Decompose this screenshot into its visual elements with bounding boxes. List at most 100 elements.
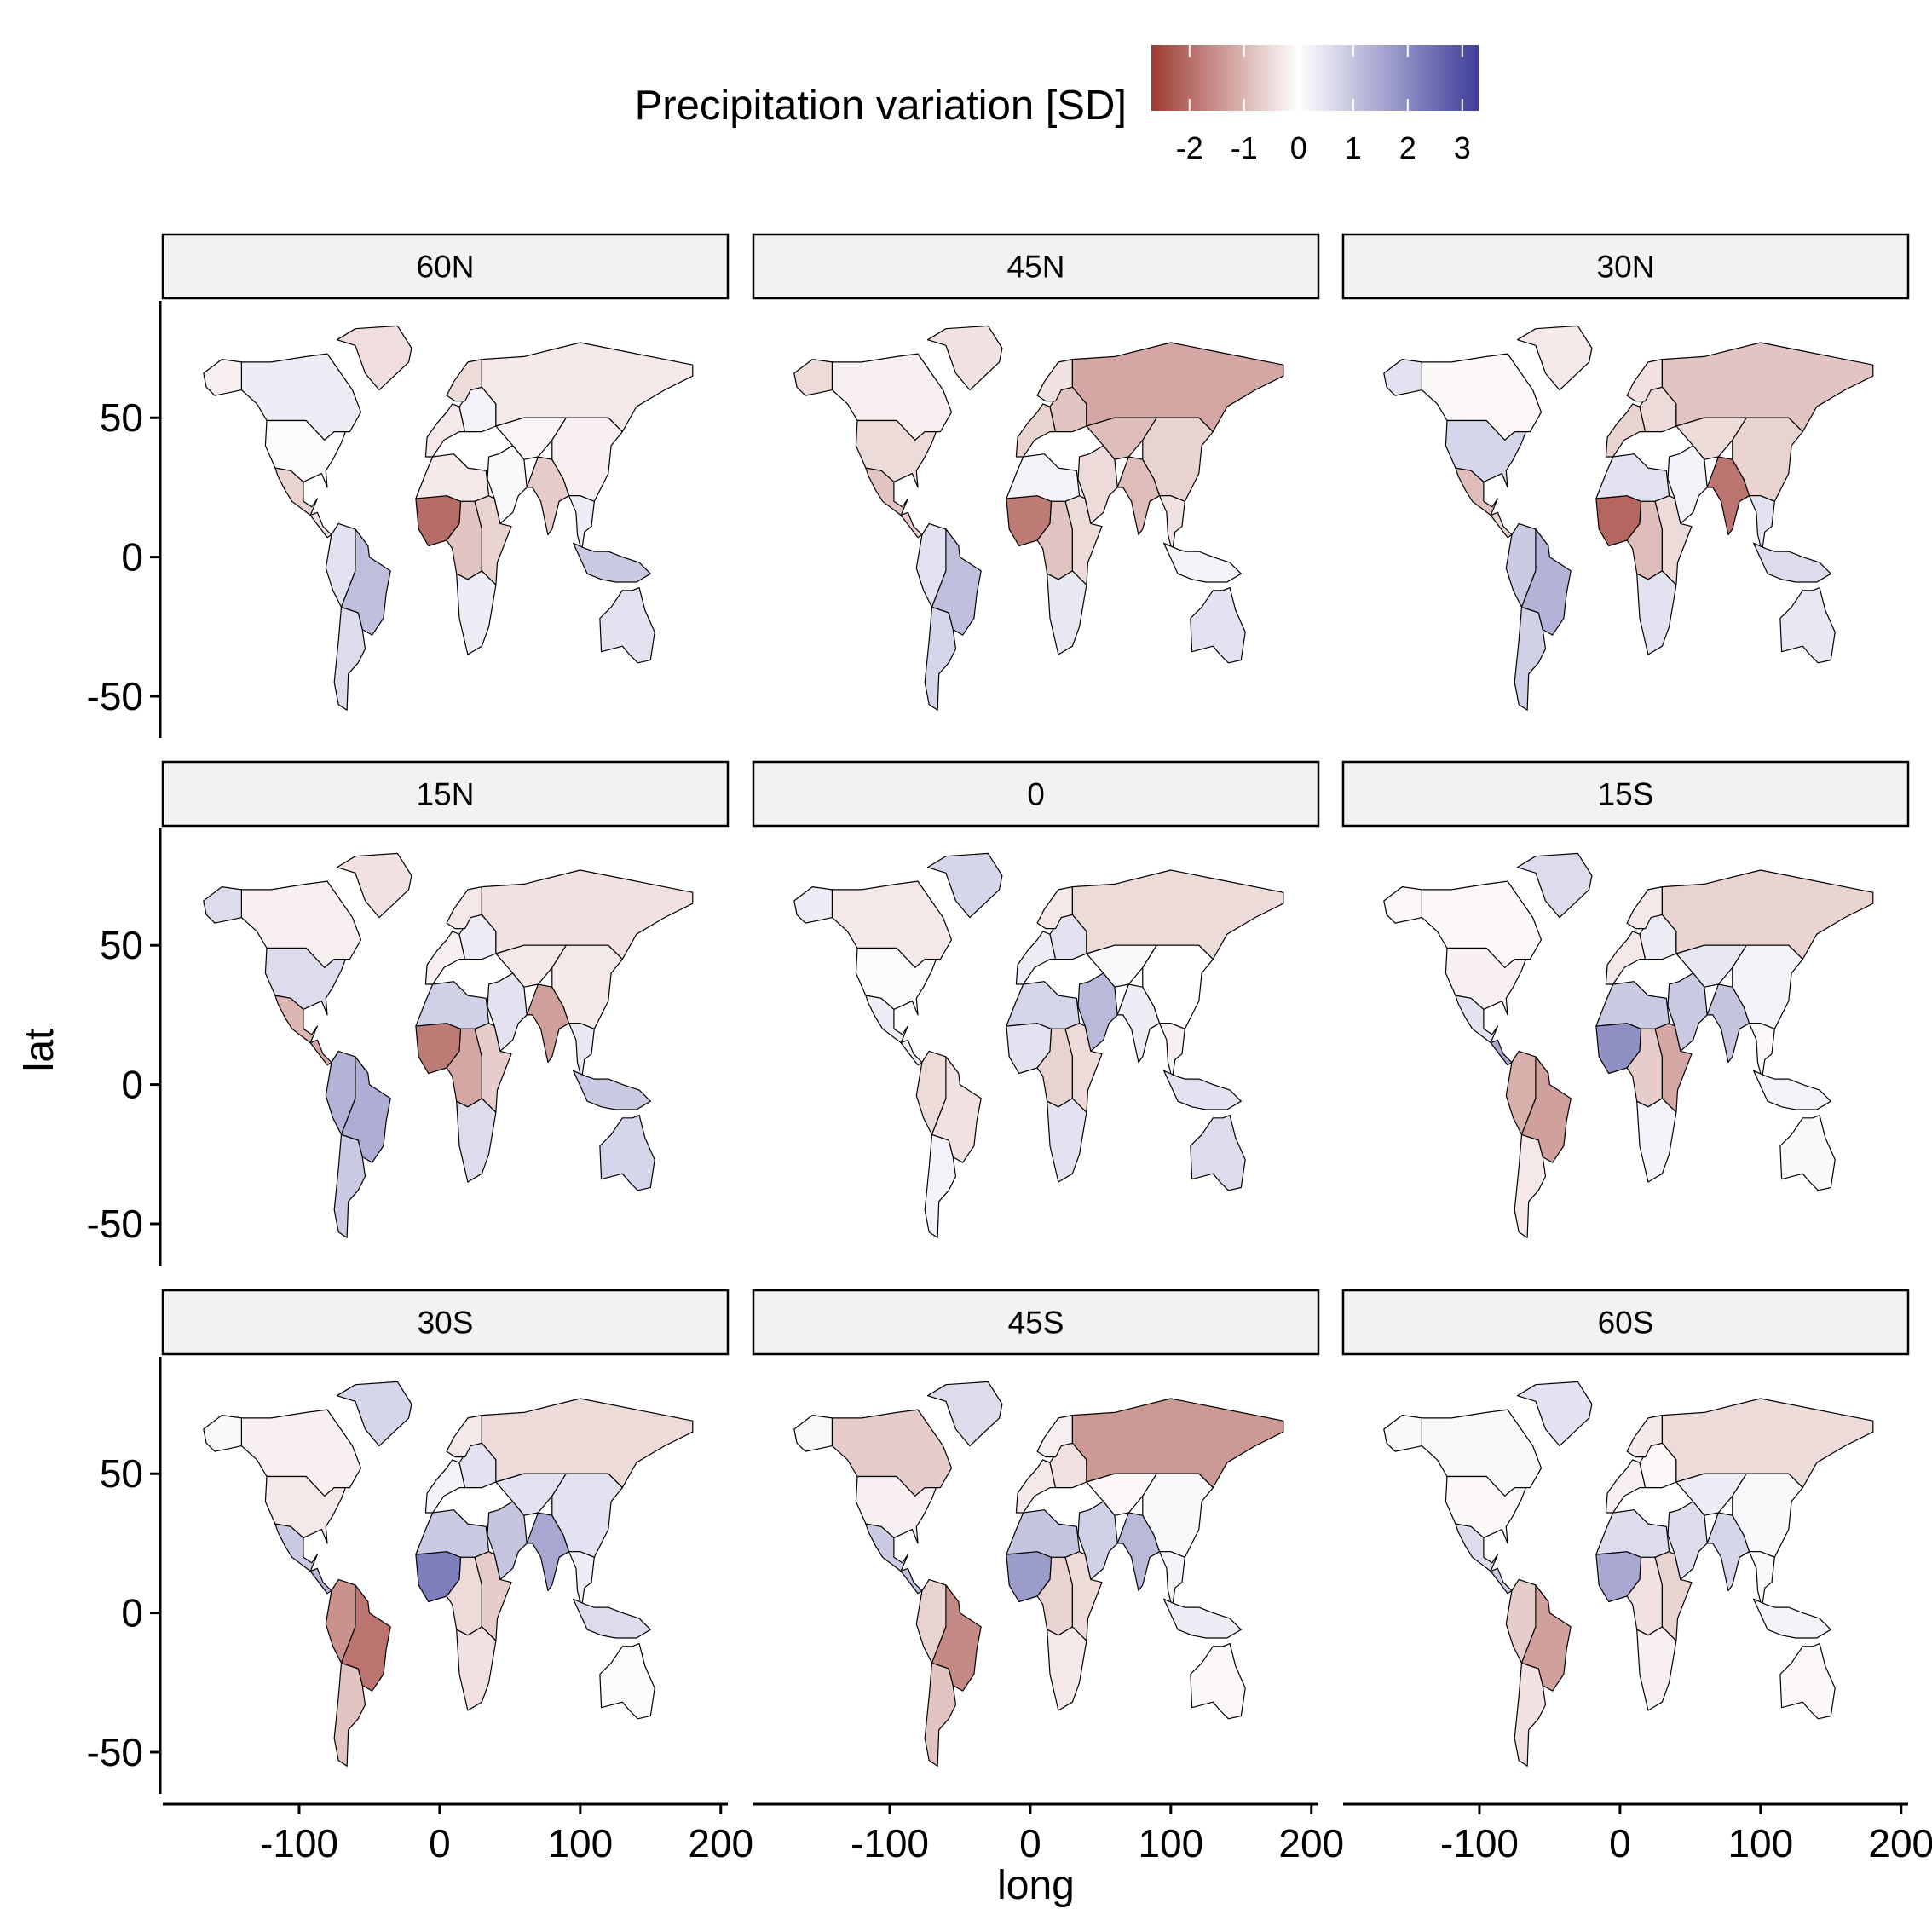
legend-tick-label: 1 — [1345, 130, 1362, 165]
facet-panel: 0 — [752, 760, 1320, 1238]
region-central-america — [309, 511, 332, 539]
region-australia — [1190, 1642, 1246, 1720]
region-southern-cone — [333, 1133, 366, 1238]
region-middle-east — [1077, 445, 1118, 525]
region-north-africa — [1006, 1509, 1081, 1558]
region-china — [1732, 1473, 1803, 1558]
facet-label: 30S — [418, 1306, 474, 1341]
region-mexico — [865, 995, 909, 1044]
region-alaska — [203, 885, 242, 924]
y-tick-label: 50 — [100, 923, 143, 967]
y-tick-label: 50 — [100, 395, 143, 440]
region-southern-africa — [456, 1098, 497, 1183]
y-tick-label: -50 — [87, 1730, 143, 1774]
region-alaska — [1383, 359, 1423, 396]
region-greenland — [926, 325, 1003, 391]
region-greenland — [336, 1381, 412, 1447]
x-axis-title: long — [997, 1863, 1075, 1908]
region-mexico — [865, 1523, 909, 1572]
facet-strip — [161, 760, 730, 828]
region-southern-africa — [1047, 570, 1087, 655]
region-southeast-asia — [1158, 1551, 1185, 1608]
region-china — [1142, 944, 1214, 1029]
region-middle-east — [1667, 445, 1708, 525]
region-southeast-asia — [568, 1023, 595, 1080]
region-indonesia — [572, 1598, 651, 1639]
legend-colorbar — [1151, 45, 1479, 111]
x-tick-label: 200 — [1278, 1821, 1344, 1866]
region-western-europe — [1015, 931, 1057, 985]
region-mexico — [1455, 995, 1499, 1044]
region-middle-east — [1077, 972, 1118, 1053]
region-greenland — [1516, 1381, 1593, 1447]
region-india — [526, 983, 570, 1064]
region-indonesia — [1162, 1598, 1242, 1639]
facet-label: 15S — [1598, 777, 1654, 812]
facet-strip — [161, 233, 730, 300]
x-tick-label: 200 — [688, 1821, 753, 1866]
y-tick-label: 0 — [121, 1591, 143, 1635]
region-alaska — [1383, 1414, 1423, 1452]
facet-panel: 30N — [1341, 233, 1910, 711]
region-western-europe — [1015, 1459, 1057, 1514]
facet-panel: 45S — [752, 1289, 1320, 1767]
region-alaska — [793, 359, 833, 396]
region-east-africa — [474, 495, 512, 585]
region-australia — [1779, 1114, 1836, 1191]
region-india — [1116, 983, 1161, 1064]
facet-strip — [1341, 233, 1910, 300]
region-mexico — [1455, 1523, 1499, 1572]
region-alaska — [203, 1414, 242, 1452]
region-mexico — [1455, 467, 1499, 516]
region-east-africa — [1064, 495, 1103, 585]
facet-label: 60S — [1598, 1306, 1654, 1341]
y-axis-title: lat — [17, 1029, 62, 1072]
region-india — [1706, 456, 1750, 536]
region-western-europe — [1015, 403, 1057, 458]
region-indonesia — [1162, 1070, 1242, 1110]
region-southern-cone — [1514, 1133, 1547, 1238]
legend: Precipitation variation [SD] -2 -1 0 1 2 3 — [635, 45, 1479, 165]
x-tick-label: 0 — [429, 1821, 451, 1866]
facet-label: 30N — [1597, 250, 1655, 285]
region-southeast-asia — [1749, 495, 1775, 552]
region-southern-africa — [1047, 1098, 1087, 1183]
facet-label: 60N — [417, 250, 475, 285]
region-southern-cone — [924, 606, 957, 711]
region-southeast-asia — [1749, 1551, 1775, 1608]
region-middle-east — [1077, 1501, 1118, 1581]
region-east-africa — [1654, 495, 1693, 585]
region-greenland — [336, 852, 412, 919]
region-alaska — [203, 359, 242, 396]
region-australia — [1779, 1642, 1836, 1720]
region-western-europe — [1605, 931, 1647, 985]
region-western-europe — [1605, 403, 1647, 458]
region-southeast-asia — [1158, 495, 1185, 552]
region-mexico — [865, 467, 909, 516]
region-australia — [1190, 1114, 1246, 1191]
region-australia — [1779, 586, 1836, 664]
facet-panel: 60S — [1341, 1289, 1910, 1767]
region-southeast-asia — [568, 495, 595, 552]
region-middle-east — [487, 1501, 528, 1581]
region-north-africa — [1006, 981, 1081, 1029]
region-india — [1706, 983, 1750, 1064]
y-tick-label: -50 — [87, 1202, 143, 1246]
region-southern-cone — [333, 1662, 366, 1767]
facet-panel: 15S — [1341, 760, 1910, 1238]
facet-panel: 30S — [161, 1289, 730, 1767]
region-north-africa — [415, 981, 490, 1029]
region-china — [1732, 417, 1803, 502]
facet-label: 45S — [1008, 1306, 1064, 1341]
region-southern-africa — [456, 1626, 497, 1711]
region-southern-africa — [1047, 1626, 1087, 1711]
region-greenland — [1516, 852, 1593, 919]
region-india — [526, 1512, 570, 1592]
region-indonesia — [1162, 542, 1242, 583]
region-north-africa — [1595, 981, 1670, 1029]
legend-tick-label: 2 — [1399, 130, 1416, 165]
region-central-america — [309, 1567, 332, 1595]
region-north-africa — [1595, 453, 1670, 502]
region-china — [1142, 1473, 1214, 1558]
